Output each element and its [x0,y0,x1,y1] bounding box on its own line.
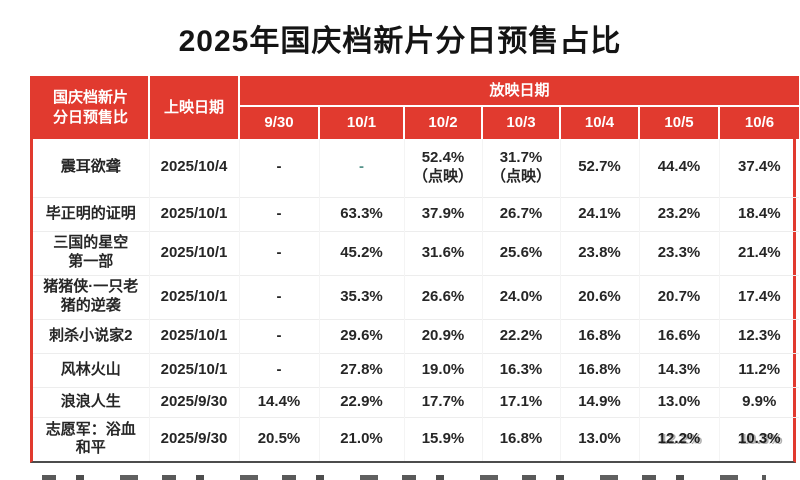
presale-cell: 21.0% [318,416,404,461]
presale-cell: 16.6% [638,318,719,353]
presale-cell: 14.9% [559,386,639,417]
presale-cell: 31.7% （点映） [481,139,560,197]
date-col-10-5: 10/5 [638,106,719,139]
presale-cell: 19.0% [403,352,482,387]
corner-header: 国庆档新片 分日预售比 [33,76,150,139]
presale-cell: - [238,139,319,197]
release-date-header: 上映日期 [149,76,240,139]
page-title: 2025年国庆档新片分日预售占比 [178,25,622,58]
presale-cell: 45.2% [318,230,404,275]
presale-cell: 11.2% [718,352,800,387]
movie-name: 志愿军：浴血 和平 [33,416,149,461]
table-row: 猪猪侠·一只老 猪的逆袭 2025/10/1 - 35.3% 26.6% 24.… [33,274,800,319]
screening-date-header: 放映日期 [239,76,800,107]
header-row-top: 国庆档新片 分日预售比 上映日期 放映日期 [33,76,800,139]
movie-name: 刺杀小说家2 [33,318,149,353]
presale-cell: 37.9% [403,196,482,231]
page-header: 2025年国庆档新片分日预售占比 [0,0,800,76]
release-date: 2025/10/1 [148,230,239,275]
presale-cell: 12.3% [718,318,800,353]
release-date: 2025/10/1 [148,318,239,353]
date-col-9-30: 9/30 [239,106,319,139]
table-row: 震耳欲聋 2025/10/4 - - 52.4% （点映） 31.7% （点映）… [33,139,800,197]
presale-cell: 20.7% [638,274,719,319]
movie-name: 风林火山 [33,352,149,387]
presale-cell: 23.8% [559,230,639,275]
presale-cell: 24.0% [481,274,560,319]
presale-cell: 13.0% [638,386,719,417]
table-row: 三国的星空 第一部 2025/10/1 - 45.2% 31.6% 25.6% … [33,230,800,275]
presale-cell: 27.8% [318,352,404,387]
presale-cell: - [238,318,319,353]
presale-cell: - [238,274,319,319]
table-row: 浪浪人生 2025/9/30 14.4% 22.9% 17.7% 17.1% 1… [33,386,800,417]
presale-cell: 23.2% [638,196,719,231]
presale-cell: 14.3% [638,352,719,387]
presale-cell: 37.4% [718,139,800,197]
release-date: 2025/9/30 [148,386,239,417]
presale-cell-watermarked: 10.3% [718,416,800,461]
presale-cell: 17.1% [481,386,560,417]
release-date: 2025/10/1 [148,352,239,387]
date-col-10-4: 10/4 [559,106,639,139]
presale-cell: 23.3% [638,230,719,275]
movie-name: 猪猪侠·一只老 猪的逆袭 [33,274,149,319]
presale-cell: 16.3% [481,352,560,387]
presale-cell: - [238,230,319,275]
date-col-10-3: 10/3 [481,106,560,139]
presale-cell: 26.6% [403,274,482,319]
presale-cell: - [318,139,404,197]
date-col-10-2: 10/2 [403,106,482,139]
table-row: 志愿军：浴血 和平 2025/9/30 20.5% 21.0% 15.9% 16… [33,416,800,461]
presale-cell: 52.7% [559,139,639,197]
presale-cell: 44.4% [638,139,719,197]
presale-cell: 63.3% [318,196,404,231]
presale-cell: 21.4% [718,230,800,275]
presale-cell: 26.7% [481,196,560,231]
date-col-10-6: 10/6 [717,106,800,139]
presale-cell: 22.9% [318,386,404,417]
clipped-next-row-fragment [42,475,766,480]
presale-table-container: 国庆档新片 分日预售比 上映日期 放映日期 9/30 10/1 10/2 10/… [30,76,800,463]
presale-cell: 16.8% [559,352,639,387]
release-date: 2025/10/1 [148,196,239,231]
presale-cell: - [238,196,319,231]
movie-name: 浪浪人生 [33,386,149,417]
presale-cell: - [238,352,319,387]
presale-cell: 35.3% [318,274,404,319]
presale-cell: 20.5% [238,416,319,461]
presale-cell: 17.7% [403,386,482,417]
release-date: 2025/10/4 [148,139,239,197]
presale-cell: 14.4% [238,386,319,417]
presale-cell: 15.9% [403,416,482,461]
movie-name: 三国的星空 第一部 [33,230,149,275]
presale-cell: 29.6% [318,318,404,353]
presale-cell: 17.4% [718,274,800,319]
table-row: 刺杀小说家2 2025/10/1 - 29.6% 20.9% 22.2% 16.… [33,318,800,353]
presale-cell: 52.4% （点映） [403,139,482,197]
movie-name: 震耳欲聋 [60,158,121,176]
presale-cell: 16.8% [481,416,560,461]
presale-cell: 9.9% [718,386,800,417]
presale-cell: 31.6% [403,230,482,275]
presale-cell: 20.6% [559,274,639,319]
date-col-10-1: 10/1 [318,106,404,139]
release-date: 2025/10/1 [148,274,239,319]
presale-cell: 24.1% [559,196,639,231]
release-date: 2025/9/30 [148,416,239,461]
presale-cell: 13.0% [559,416,639,461]
presale-cell: 18.4% [718,196,800,231]
header-row-dates: 9/30 10/1 10/2 10/3 10/4 10/5 10/6 [33,106,800,139]
presale-table: 国庆档新片 分日预售比 上映日期 放映日期 9/30 10/1 10/2 10/… [33,76,800,461]
presale-cell: 25.6% [481,230,560,275]
presale-cell-watermarked: 12.2% [638,416,719,461]
table-row: 毕正明的证明 2025/10/1 - 63.3% 37.9% 26.7% 24.… [33,196,800,231]
movie-name: 毕正明的证明 [33,196,149,231]
presale-cell: 22.2% [481,318,560,353]
presale-cell: 16.8% [559,318,639,353]
table-row: 风林火山 2025/10/1 - 27.8% 19.0% 16.3% 16.8%… [33,352,800,387]
presale-cell: 20.9% [403,318,482,353]
